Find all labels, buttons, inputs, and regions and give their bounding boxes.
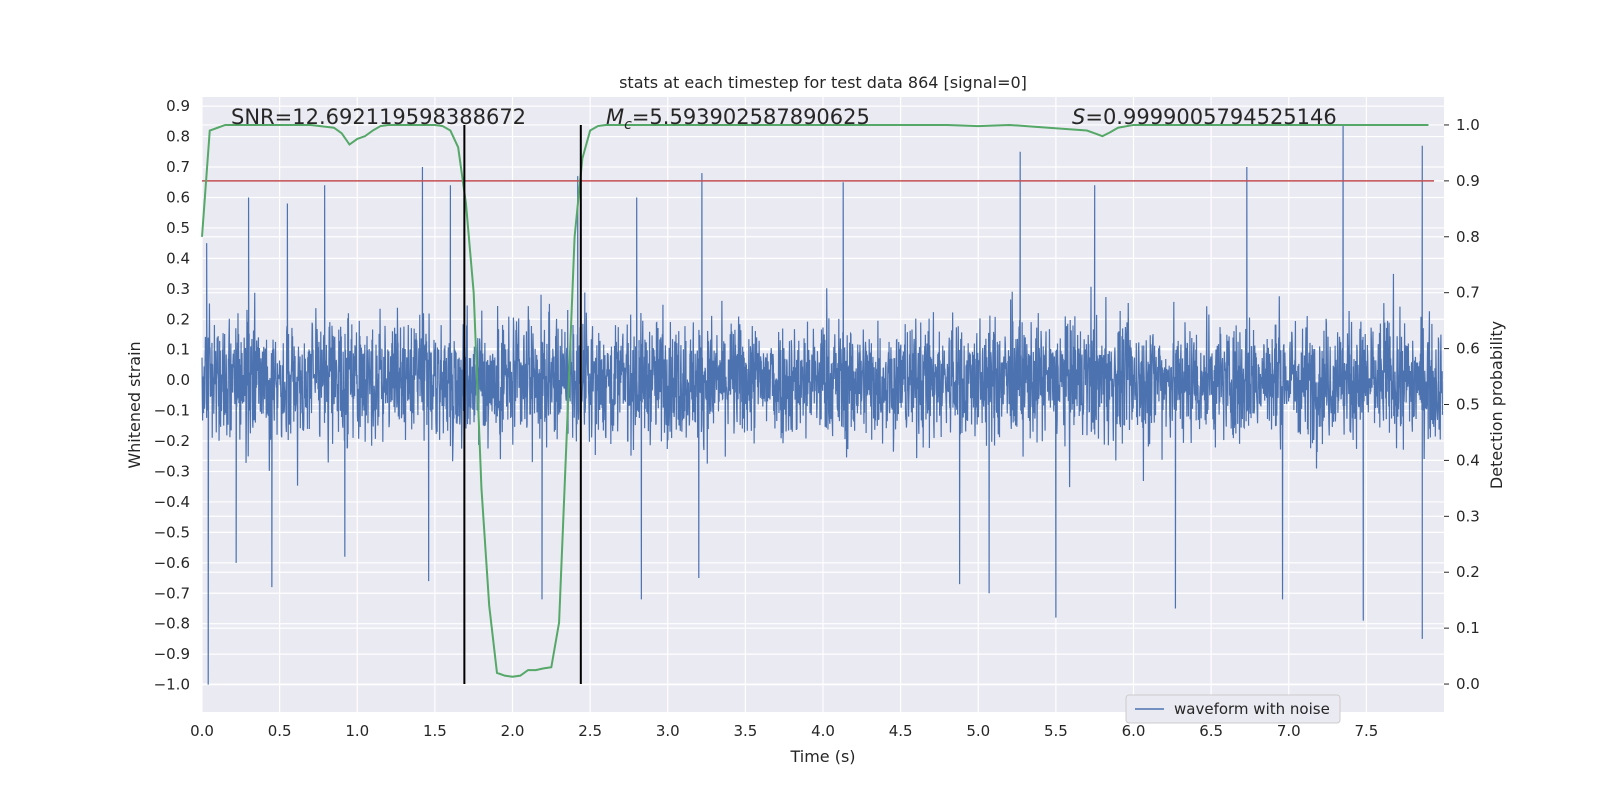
plot-series bbox=[201, 123, 1444, 685]
y2-tick-label: 0.1 bbox=[1456, 619, 1480, 637]
legend-box bbox=[1125, 694, 1341, 724]
waveform-series bbox=[201, 124, 1444, 685]
y2-tick-label: 0.3 bbox=[1456, 507, 1480, 525]
y2-tick-label: 1.0 bbox=[1456, 116, 1480, 134]
y-tick-label: 0.1 bbox=[166, 341, 190, 359]
y-tick-label: 0.2 bbox=[166, 310, 190, 328]
x-tick-label: 0.0 bbox=[190, 722, 214, 740]
y-tick-label: −0.4 bbox=[154, 493, 190, 511]
y-tick-label: 0.8 bbox=[166, 128, 190, 146]
x-tick-label: 2.0 bbox=[501, 722, 525, 740]
x-tick-label: 0.5 bbox=[268, 722, 292, 740]
y-tick-label: −0.6 bbox=[154, 554, 190, 572]
x-ticks: 0.0 0.5 1.0 1.5 2.0 2.5 3.0 3.5 4.0 4.5 5.0 5.5 6.0 6… bbox=[190, 722, 1378, 740]
detection-probability-series bbox=[201, 123, 1429, 678]
y2-ticks: 1.0 0.9 0.8 0.7 0.6 0.5 0.4 0.3 0.2 0.1 0.0 bbox=[1444, 116, 1480, 693]
y-tick-label: −0.1 bbox=[154, 402, 190, 420]
y-tick-label: −0.7 bbox=[154, 584, 190, 602]
score-annotation: S=0.9999005794525146 bbox=[1072, 105, 1337, 129]
y-tick-label: 0.3 bbox=[166, 280, 190, 298]
y2-axis-label: Detection probability bbox=[1487, 321, 1506, 489]
x-tick-label: 3.5 bbox=[733, 722, 757, 740]
score-value: =0.9999005794525146 bbox=[1085, 105, 1336, 129]
x-tick-label: 3.0 bbox=[656, 722, 680, 740]
y-tick-label: 0.6 bbox=[166, 188, 190, 206]
chirp-mass-value: =5.593902587890625 bbox=[632, 105, 870, 129]
legend: waveform with noise bbox=[1125, 694, 1341, 724]
x-tick-label: 7.5 bbox=[1354, 722, 1378, 740]
y-ticks: 0.9 0.8 0.7 0.6 0.5 0.4 0.3 0.2 0.1 0.0 −0.1 −0.2 −0… bbox=[154, 97, 190, 693]
score-symbol: S bbox=[1072, 105, 1085, 129]
x-axis-label: Time (s) bbox=[789, 747, 855, 766]
chirp-mass-annotation: Mc=5.593902587890625 bbox=[606, 105, 870, 133]
y-tick-label: 0.7 bbox=[166, 158, 190, 176]
chirp-mass-subscript: c bbox=[624, 117, 632, 133]
y2-tick-label: 0.2 bbox=[1456, 563, 1480, 581]
y-tick-label: 0.9 bbox=[166, 97, 190, 115]
y2-tick-label: 0.8 bbox=[1456, 228, 1480, 246]
y-tick-label: 0.4 bbox=[166, 249, 190, 267]
y-tick-label: −0.5 bbox=[154, 523, 190, 541]
y2-tick-label: 0.4 bbox=[1456, 451, 1480, 469]
x-tick-label: 2.5 bbox=[578, 722, 602, 740]
y-axis-label: Whitened strain bbox=[125, 341, 144, 468]
y2-tick-label: 0.0 bbox=[1456, 675, 1480, 693]
y-tick-label: 0.0 bbox=[166, 371, 190, 389]
x-tick-label: 1.0 bbox=[345, 722, 369, 740]
y-tick-label: −0.3 bbox=[154, 462, 190, 480]
y2-tick-label: 0.7 bbox=[1456, 284, 1480, 302]
chart-title: stats at each timestep for test data 864… bbox=[619, 73, 1027, 92]
x-tick-label: 6.0 bbox=[1122, 722, 1146, 740]
y-tick-label: −0.8 bbox=[154, 615, 190, 633]
x-tick-label: 5.5 bbox=[1044, 722, 1068, 740]
y2-tick-label: 0.5 bbox=[1456, 396, 1480, 414]
y2-tick-label: 0.6 bbox=[1456, 340, 1480, 358]
x-tick-label: 1.5 bbox=[423, 722, 447, 740]
legend-label: waveform with noise bbox=[1174, 700, 1330, 718]
x-tick-label: 7.0 bbox=[1277, 722, 1301, 740]
y-tick-label: −1.0 bbox=[154, 676, 190, 694]
chirp-mass-symbol: M bbox=[606, 105, 624, 129]
x-tick-label: 4.5 bbox=[889, 722, 913, 740]
x-tick-label: 6.5 bbox=[1199, 722, 1223, 740]
x-tick-label: 5.0 bbox=[966, 722, 990, 740]
x-tick-label: 4.0 bbox=[811, 722, 835, 740]
y-tick-label: 0.5 bbox=[166, 219, 190, 237]
y-tick-label: −0.9 bbox=[154, 645, 190, 663]
y-tick-label: −0.2 bbox=[154, 432, 190, 450]
snr-annotation: SNR=12.692119598388672 bbox=[231, 105, 526, 129]
y2-tick-label: 0.9 bbox=[1456, 172, 1480, 190]
